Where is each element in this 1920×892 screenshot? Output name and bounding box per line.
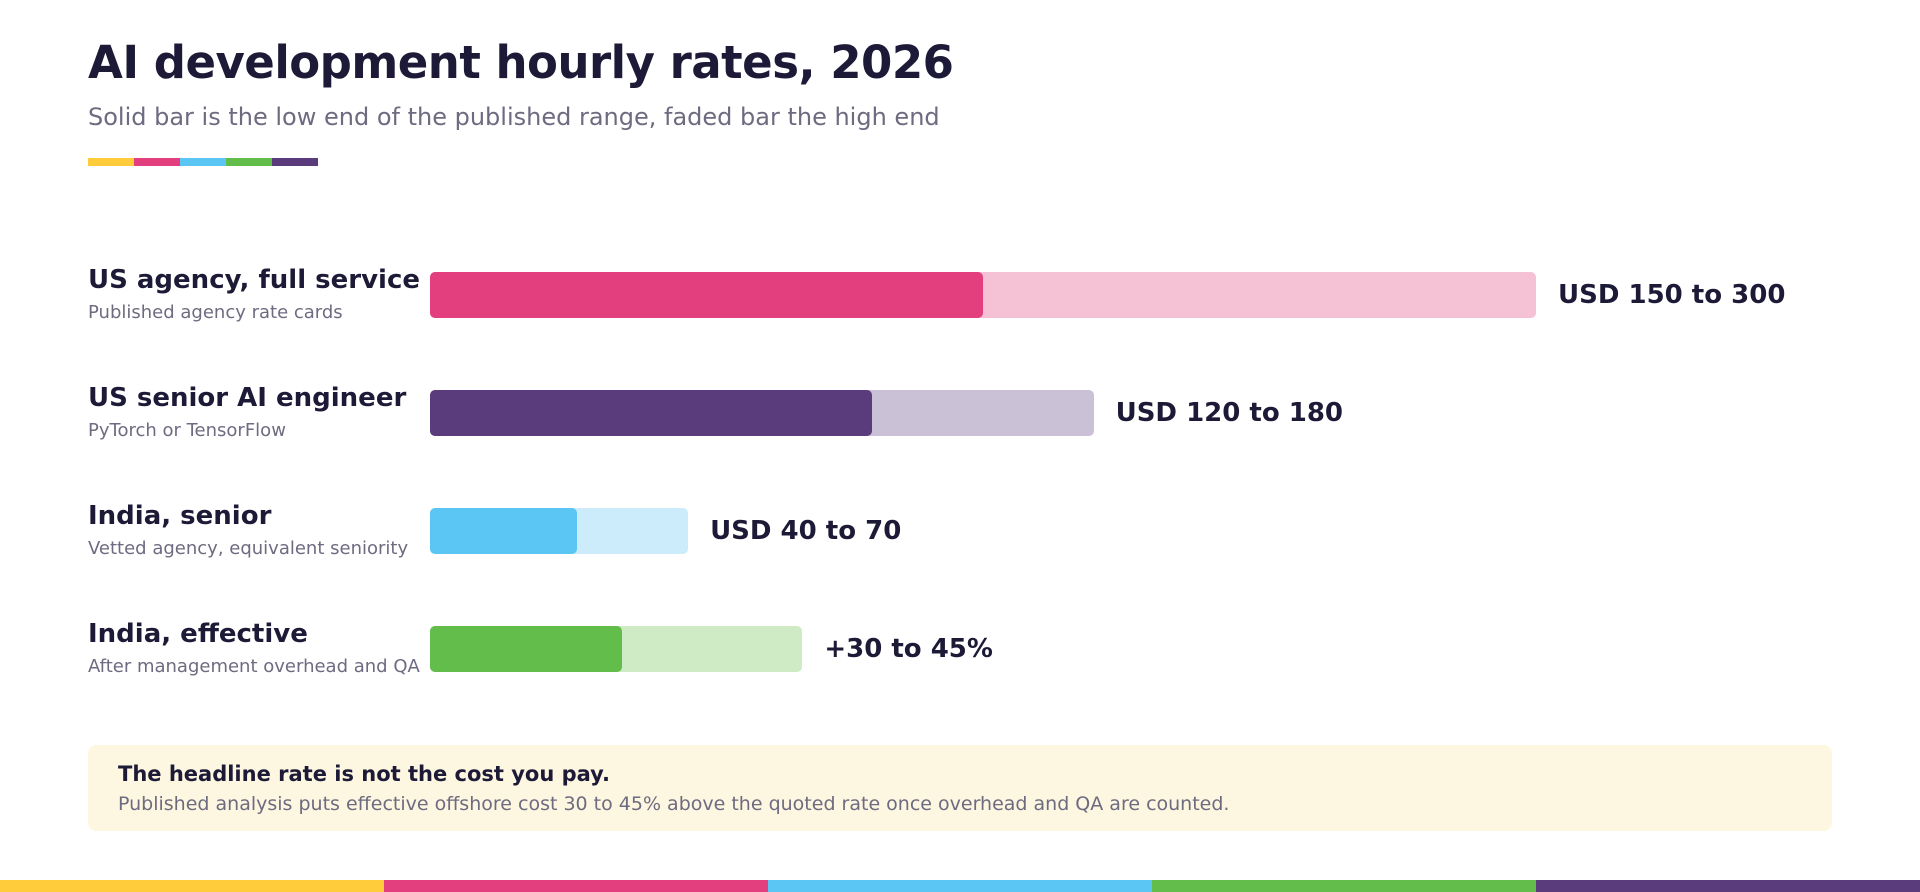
row-label: US agency, full service Published agency … xyxy=(88,263,420,327)
row-name: India, effective xyxy=(88,619,308,649)
bottom-strip-segment xyxy=(1152,880,1536,892)
accent-strip xyxy=(88,158,318,166)
bar-value-label: USD 40 to 70 xyxy=(710,516,902,546)
bar-value-label: USD 150 to 300 xyxy=(1558,280,1786,310)
accent-strip-segment xyxy=(134,158,180,166)
bar-row: US senior AI engineer PyTorch or TensorFl… xyxy=(0,381,1920,461)
bottom-color-strip xyxy=(0,880,1920,892)
accent-strip-segment xyxy=(272,158,318,166)
bottom-strip-segment xyxy=(384,880,768,892)
row-label: US senior AI engineer PyTorch or TensorFl… xyxy=(88,381,418,445)
row-note: Vetted agency, equivalent seniority xyxy=(88,538,409,559)
callout-box: The headline rate is not the cost you pa… xyxy=(88,745,1832,831)
bar-low-end xyxy=(430,508,578,554)
bar-row: India, senior Vetted agency, equivalent s… xyxy=(0,499,1920,579)
bottom-strip-segment xyxy=(1536,880,1920,892)
accent-strip-segment xyxy=(226,158,272,166)
bar-row: India, effective After management overhea… xyxy=(0,617,1920,697)
row-note: Published agency rate cards xyxy=(88,302,343,323)
bottom-strip-segment xyxy=(0,880,384,892)
bar-low-end xyxy=(430,390,873,436)
bottom-strip-segment xyxy=(768,880,1152,892)
bar-value-label: USD 120 to 180 xyxy=(1115,398,1344,428)
row-name: India, senior xyxy=(88,501,272,531)
row-name: US agency, full service xyxy=(88,265,420,295)
callout-heading: The headline rate is not the cost you pa… xyxy=(118,762,610,786)
bar-low-end xyxy=(430,626,622,672)
row-note: After management overhead and QA xyxy=(88,656,420,677)
row-label: India, senior Vetted agency, equivalent s… xyxy=(88,499,418,563)
bar-value-label: +30 to 45% xyxy=(824,634,993,664)
accent-strip-segment xyxy=(180,158,226,166)
bar-low-end xyxy=(430,272,983,318)
callout-body: Published analysis puts effective offsho… xyxy=(118,793,1230,815)
accent-strip-segment xyxy=(88,158,134,166)
page-subtitle: Solid bar is the low end of the publishe… xyxy=(88,103,940,131)
row-note: PyTorch or TensorFlow xyxy=(88,420,286,441)
row-name: US senior AI engineer xyxy=(88,383,407,413)
page-title: AI development hourly rates, 2026 xyxy=(88,36,954,89)
bar-row: US agency, full service Published agency … xyxy=(0,263,1920,343)
row-label: India, effective After management overhea… xyxy=(88,617,420,681)
